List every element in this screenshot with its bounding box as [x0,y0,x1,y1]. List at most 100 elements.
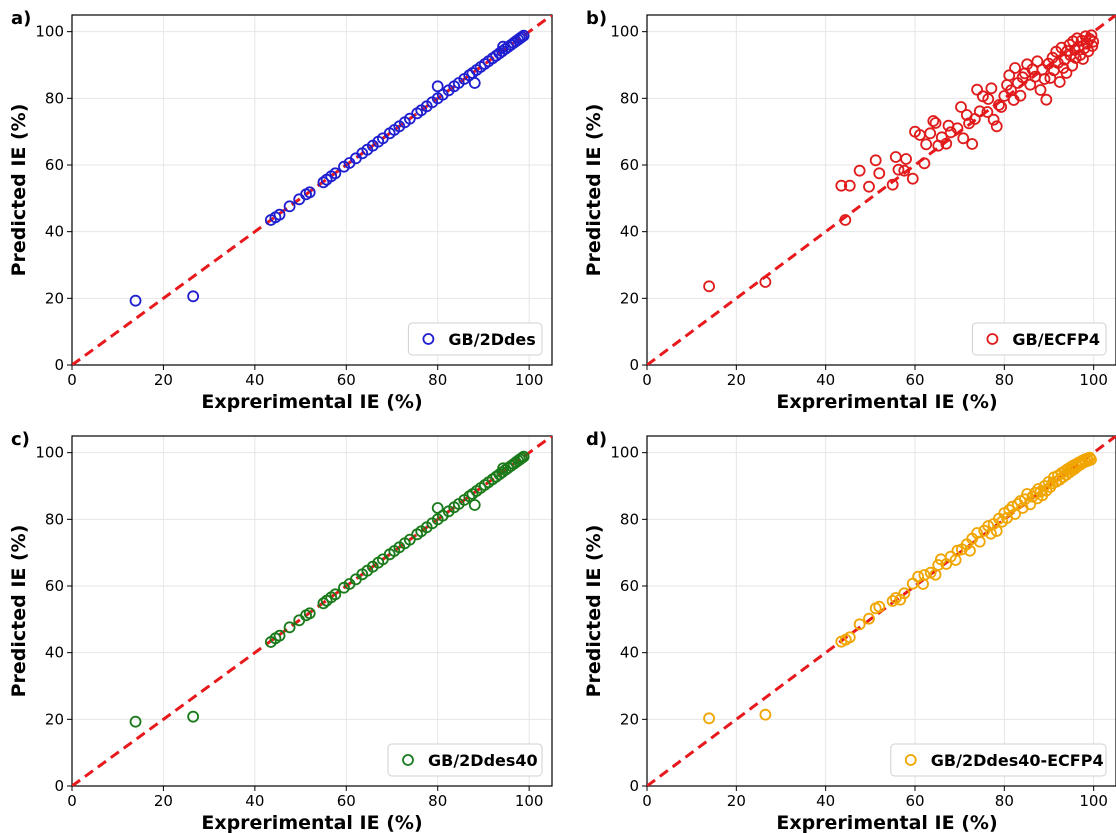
data-point [759,708,772,721]
legend-marker [904,754,917,766]
y-tick-label: 20 [620,289,639,307]
y-tick-label: 60 [620,156,639,174]
panel-0: 0 20 40 60 80 100 0 20 40 60 80 100 Exprerimental IE… [8,8,553,413]
data-point [990,525,1003,537]
plot-frame [646,435,1116,787]
data-point [900,153,912,165]
y-tick-label: 80 [620,510,639,528]
data-point [517,450,530,463]
data-point [892,163,905,176]
data-point [703,280,715,293]
data-point [1083,451,1096,464]
y-tick-label: 20 [620,710,639,728]
data-point [971,83,983,96]
reference-line [72,436,552,786]
data-point [1086,40,1099,52]
y-tick-label: 80 [620,89,639,107]
data-point [940,137,953,150]
data-point [129,715,142,728]
y-tick-label: 40 [620,223,639,241]
panel-label: d) [586,429,607,450]
x-tick-label: 40 [245,371,264,389]
data-point [187,710,200,723]
data-point [273,208,286,221]
data-point [1036,63,1049,76]
data-point [1053,76,1066,88]
data-point [1087,35,1100,48]
data-point [886,595,899,607]
legend-label: GB/2Ddes40-ECFP4 [931,751,1104,770]
series-0 [703,29,1100,293]
x-axis-label: Exprerimental IE (%) [776,812,997,833]
data-point [273,629,286,642]
y-tick-label: 40 [45,644,64,662]
x-tick-label: 100 [1079,371,1108,389]
x-tick-label: 20 [154,371,173,389]
data-point [898,587,911,600]
data-point [973,535,986,548]
panel-1: 0 20 40 60 80 100 0 20 40 60 80 100 Exprerimental IE… [583,8,1116,413]
y-tick-label: 0 [54,777,64,795]
data-point [835,179,848,192]
reference-line [72,15,552,365]
series-0 [129,29,530,307]
data-point [987,113,1000,126]
panel-label: b) [586,8,607,29]
data-point [515,452,528,464]
legend-box [890,743,1107,777]
data-point [924,127,937,140]
plot-frame [71,14,553,366]
x-tick-label: 80 [995,371,1014,389]
data-point [995,101,1008,113]
data-point [889,151,902,163]
data-point [1014,89,1027,102]
data-point [759,276,772,288]
data-point [957,132,970,145]
y-tick-label: 100 [35,23,64,41]
data-point [964,544,976,557]
data-point [329,167,342,180]
data-point [873,600,886,613]
data-point [966,138,979,150]
data-point [1060,67,1073,79]
data-point [993,99,1005,111]
x-tick-label: 0 [67,371,77,389]
data-point [998,90,1011,102]
legend-label: GB/2Ddes40 [428,751,538,770]
data-point [1003,69,1016,82]
data-point [283,621,296,634]
y-tick-label: 0 [629,777,639,795]
x-axis-label: Exprerimental IE (%) [201,391,422,413]
y-axis-label: Predicted IE (%) [583,525,605,698]
data-point [515,31,528,43]
data-point [853,164,866,177]
x-tick-label: 60 [337,371,356,389]
y-tick-label: 0 [54,356,64,374]
data-point [843,631,856,644]
plot-frame [71,435,553,787]
data-point [929,117,942,129]
x-tick-label: 20 [727,792,746,810]
y-tick-label: 0 [629,356,639,374]
x-tick-label: 40 [816,371,835,389]
legend-marker [986,333,999,345]
y-tick-label: 100 [610,23,639,41]
data-point [1009,62,1021,74]
y-tick-label: 80 [45,510,64,528]
legend: GB/2Ddes40 [387,743,543,777]
data-point [431,80,444,93]
x-tick-label: 60 [905,371,924,389]
data-point [839,214,852,226]
data-point [920,138,933,151]
data-point [981,106,994,118]
legend: GB/2Ddes [407,322,543,356]
y-axis-label: Predicted IE (%) [583,104,605,277]
data-point [283,200,296,213]
plot-frame [646,14,1116,366]
x-tick-label: 20 [154,792,173,810]
legend-marker [422,333,435,345]
x-tick-label: 0 [642,371,652,389]
data-point [497,462,509,475]
x-tick-label: 0 [67,792,77,810]
data-point [927,115,940,127]
